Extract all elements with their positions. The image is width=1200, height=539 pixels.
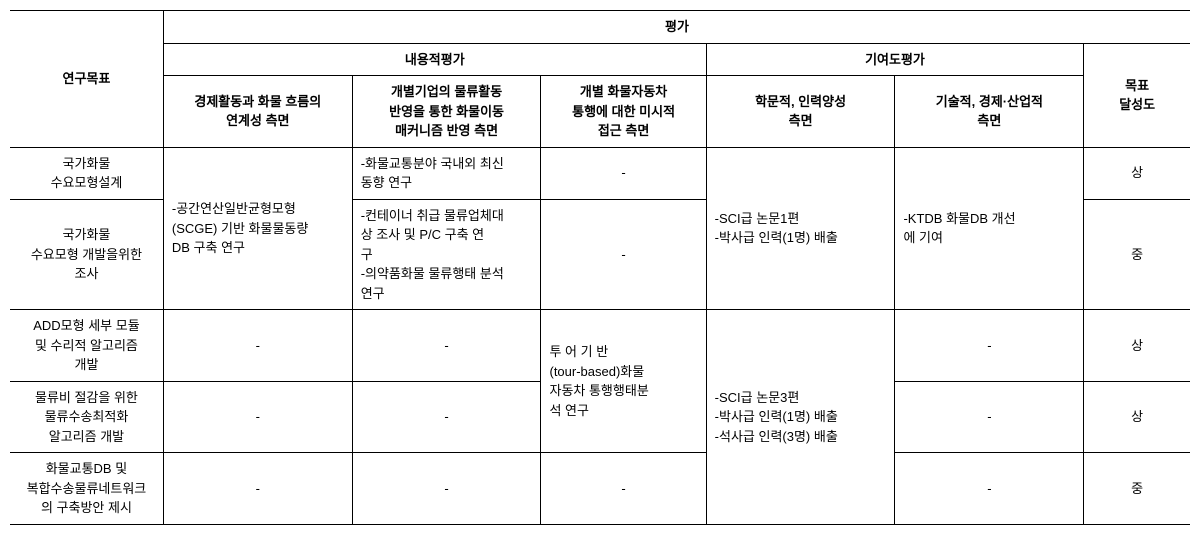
row2-col3: -	[541, 199, 706, 310]
row3-label: ADD모형 세부 모듈및 수리적 알고리즘개발	[10, 310, 163, 382]
row5-col3: -	[541, 453, 706, 525]
header-content-eval: 내용적평가	[163, 43, 706, 76]
header-row-label: 연구목표	[10, 11, 163, 148]
header-goal-achieve: 목표달성도	[1084, 43, 1190, 147]
row3-goal: 상	[1084, 310, 1190, 382]
row1-2-col5: -KTDB 화물DB 개선에 기여	[895, 147, 1084, 310]
header-col2: 개별기업의 물류활동반영을 통한 화물이동매커니즘 반영 측면	[352, 76, 541, 148]
row4-col5: -	[895, 381, 1084, 453]
row1-2-col4: -SCI급 논문1편-박사급 인력(1명) 배출	[706, 147, 895, 310]
table-row: 화물교통DB 및복합수송물류네트워크의 구축방안 제시 - - - - 중	[10, 453, 1190, 525]
row1-goal: 상	[1084, 147, 1190, 199]
header-col1: 경제활동과 화물 흐름의연계성 측면	[163, 76, 352, 148]
row1-label: 국가화물수요모형설계	[10, 147, 163, 199]
row1-col2: -화물교통분야 국내외 최신동향 연구	[352, 147, 541, 199]
row4-col2: -	[352, 381, 541, 453]
row1-2-col1: -공간연산일반균형모형(SCGE) 기반 화물물동량DB 구축 연구	[163, 147, 352, 310]
row3-col5: -	[895, 310, 1084, 382]
row3-col2: -	[352, 310, 541, 382]
row4-col1: -	[163, 381, 352, 453]
row3-4-col3: 투 어 기 반(tour-based)화물자동차 통행행태분석 연구	[541, 310, 706, 453]
table-row: ADD모형 세부 모듈및 수리적 알고리즘개발 - - 투 어 기 반(tour…	[10, 310, 1190, 382]
header-col3: 개별 화물자동차통행에 대한 미시적접근 측면	[541, 76, 706, 148]
row5-col2: -	[352, 453, 541, 525]
header-eval-group: 평가	[163, 11, 1190, 44]
header-col5: 기술적, 경제·산업적측면	[895, 76, 1084, 148]
row4-label: 물류비 절감을 위한물류수송최적화알고리즘 개발	[10, 381, 163, 453]
row2-col2: -컨테이너 취급 물류업체대상 조사 및 P/C 구축 연구-의약품화물 물류행…	[352, 199, 541, 310]
row3-5-col4: -SCI급 논문3편-박사급 인력(1명) 배출-석사급 인력(3명) 배출	[706, 310, 895, 525]
evaluation-table: 연구목표 평가 내용적평가 기여도평가 목표달성도 경제활동과 화물 흐름의연계…	[10, 10, 1190, 525]
row2-goal: 중	[1084, 199, 1190, 310]
row5-goal: 중	[1084, 453, 1190, 525]
row5-label: 화물교통DB 및복합수송물류네트워크의 구축방안 제시	[10, 453, 163, 525]
row4-goal: 상	[1084, 381, 1190, 453]
row1-col3: -	[541, 147, 706, 199]
row5-col5: -	[895, 453, 1084, 525]
header-contrib-eval: 기여도평가	[706, 43, 1084, 76]
row5-col1: -	[163, 453, 352, 525]
row2-label: 국가화물수요모형 개발을위한조사	[10, 199, 163, 310]
header-col4: 학문적, 인력양성측면	[706, 76, 895, 148]
row3-col1: -	[163, 310, 352, 382]
table-row: 국가화물수요모형설계 -공간연산일반균형모형(SCGE) 기반 화물물동량DB …	[10, 147, 1190, 199]
